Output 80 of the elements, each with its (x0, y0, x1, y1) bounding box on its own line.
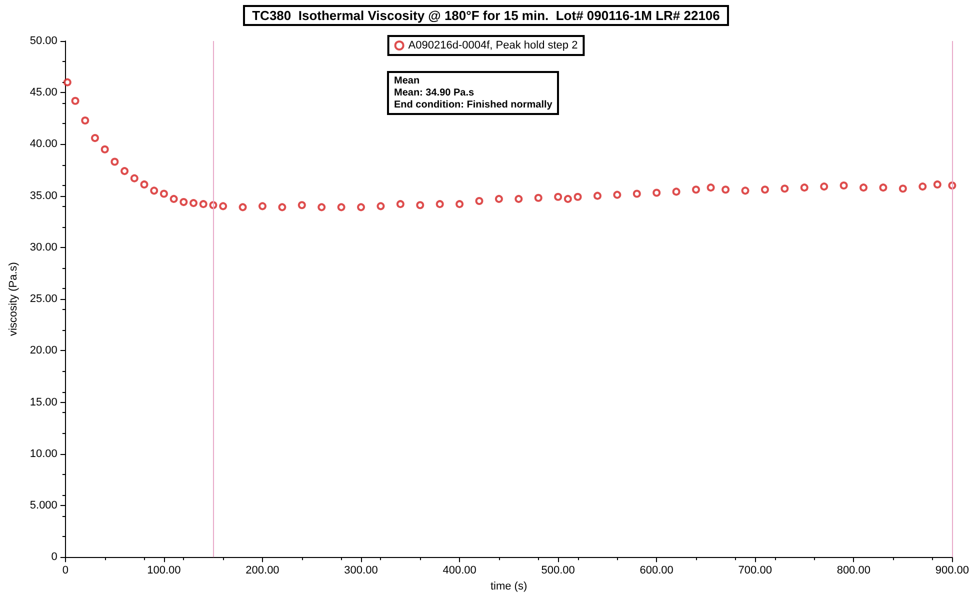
point (672, 188, 680, 196)
y-tick-label: 20.00 (30, 344, 58, 357)
point (81, 116, 90, 124)
point (199, 200, 208, 208)
point (722, 186, 730, 194)
point (741, 186, 750, 195)
point (456, 200, 464, 208)
point (860, 184, 868, 192)
point (632, 190, 641, 198)
point (879, 184, 888, 192)
x-tick-label: 700.00 (738, 564, 772, 577)
point (130, 174, 138, 182)
point (898, 184, 907, 193)
point (613, 190, 622, 199)
point (820, 182, 828, 191)
y-tick-label: 40.00 (30, 138, 58, 150)
y-tick-label: 45.00 (30, 86, 58, 99)
point (760, 186, 769, 194)
annotation: Mean Mean: 34.90 Pa.s End condition: Finished normally (394, 76, 553, 110)
point (494, 194, 503, 203)
point (238, 203, 247, 212)
point (160, 190, 168, 198)
x-tick-label: 500.00 (541, 564, 575, 577)
point (554, 192, 562, 201)
point (180, 198, 188, 206)
point (90, 134, 99, 142)
point (140, 180, 148, 188)
point (564, 194, 572, 203)
point (318, 203, 326, 212)
point (357, 203, 366, 212)
point (918, 182, 927, 191)
point (933, 180, 942, 188)
y-tick-label: 30.00 (30, 241, 58, 254)
x-tick-label: 400.00 (442, 564, 476, 577)
x-tick-label: 300.00 (344, 564, 378, 577)
point (120, 167, 129, 176)
point (692, 186, 700, 194)
point (780, 184, 789, 193)
x-tick-label: 100.00 (147, 564, 181, 577)
point (593, 192, 602, 200)
point (298, 201, 306, 210)
y-tick-label: 10.00 (30, 448, 58, 460)
point (278, 203, 286, 212)
x-tick-label: 600.00 (640, 564, 674, 577)
point (514, 194, 523, 203)
point (190, 199, 198, 208)
point (800, 184, 808, 192)
x-axis-title: time (s) (490, 580, 528, 592)
chart-title: TC380 Isothermal Viscosity @ 180°F for 15 min. Lot# 090116-1M LR# 22106 (252, 8, 720, 23)
y-tick-label: 5.000 (30, 499, 58, 512)
point (63, 78, 72, 86)
y-tick-label: 15.00 (30, 396, 58, 408)
point (219, 202, 228, 210)
point (396, 200, 404, 208)
point (71, 96, 80, 105)
point (416, 201, 424, 210)
point (150, 186, 158, 195)
y-tick-label: 50.00 (30, 35, 58, 47)
point (534, 194, 542, 202)
x-tick-label: 0 (62, 564, 68, 577)
point (337, 203, 346, 212)
y-axis-title: viscosity (Pa.s) (8, 262, 20, 336)
point (574, 192, 582, 201)
point (652, 188, 661, 197)
point (170, 194, 178, 203)
point (475, 196, 484, 205)
point (110, 158, 119, 166)
point (840, 182, 848, 190)
legend-label: A090216d-0004f, Peak hold step 2 (408, 40, 578, 52)
y-tick-label: 0 (51, 551, 58, 564)
point (376, 202, 385, 210)
x-tick-label: 800.00 (836, 564, 870, 577)
y-tick-label: 25.00 (30, 293, 58, 306)
point (706, 184, 715, 192)
x-tick-label: 200.00 (246, 564, 280, 577)
point (258, 202, 266, 210)
point (100, 145, 109, 154)
point (436, 200, 444, 208)
y-tick-label: 35.00 (30, 190, 58, 202)
x-tick-label: 900.00 (935, 564, 970, 577)
